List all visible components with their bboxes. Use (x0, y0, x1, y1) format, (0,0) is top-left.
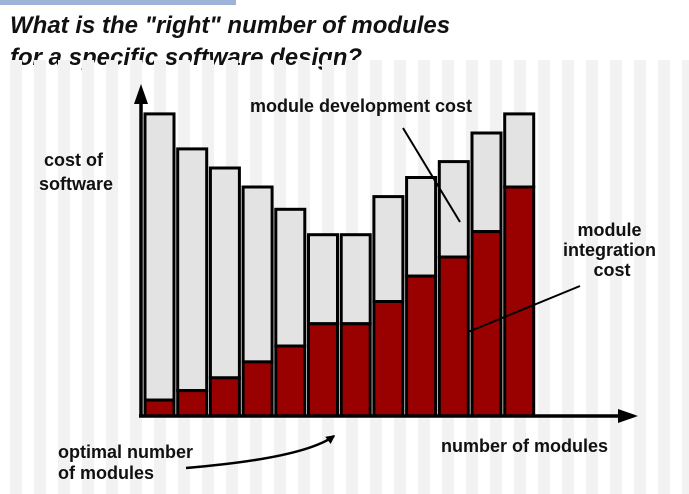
y-axis-label: cost of software (39, 150, 113, 194)
background-stripe (682, 60, 689, 494)
background-stripe (634, 60, 646, 494)
bar-integration-cost (176, 389, 209, 418)
bar-development-cost (405, 176, 438, 278)
optimal-modules-label-line-1: optimal number (58, 442, 193, 462)
development-cost-label: module development cost (250, 96, 472, 116)
bar-development-cost (470, 131, 503, 234)
bar-integration-cost (372, 300, 405, 418)
bar-development-cost (437, 160, 470, 259)
integration-cost-label-line-3: cost (593, 260, 630, 280)
background-stripe (106, 60, 118, 494)
bar-development-cost (143, 112, 176, 402)
bar-integration-cost (241, 360, 274, 418)
background-stripe (658, 60, 670, 494)
bar-development-cost (307, 233, 339, 326)
x-axis-arrowhead (618, 409, 638, 423)
bar-integration-cost (437, 255, 470, 418)
optimal-modules-arrow (185, 434, 336, 470)
bar-integration-cost (307, 322, 339, 418)
integration-cost-label-line-1: module (577, 220, 641, 240)
bar-development-cost (274, 207, 307, 348)
y-axis-label-line-1: cost of (44, 150, 104, 170)
bar-series-group (143, 112, 536, 418)
bar-integration-cost (503, 185, 536, 418)
background-stripe (586, 60, 598, 494)
integration-cost-pointer (467, 285, 581, 333)
bar-development-cost (372, 195, 405, 304)
integration-cost-label-line-2: integration (563, 240, 656, 260)
optimal-modules-label: optimal number of modules (58, 442, 198, 483)
development-cost-pointer (402, 127, 461, 223)
integration-cost-label: module integration cost (563, 220, 661, 280)
bar-development-cost (241, 185, 274, 364)
bar-development-cost (339, 233, 372, 326)
background-stripe (58, 60, 70, 494)
background-stripe (562, 60, 574, 494)
background-stripe (130, 60, 142, 494)
y-axis-label-line-2: software (39, 174, 113, 194)
bar-development-cost (176, 147, 209, 393)
bar-integration-cost (208, 376, 241, 418)
x-axis-label: number of modules (441, 436, 608, 456)
bar-integration-cost (274, 344, 307, 418)
bar-integration-cost (339, 322, 372, 418)
background-stripe (610, 60, 622, 494)
background-stripe (538, 60, 550, 494)
y-axis-arrowhead (134, 84, 148, 104)
background-stripe (10, 60, 22, 494)
bar-integration-cost (143, 398, 176, 418)
background-stripe (34, 60, 46, 494)
optimal-modules-label-line-2: of modules (58, 463, 154, 483)
bar-development-cost (503, 112, 536, 189)
title-line-1: What is the "right" number of modules (10, 12, 451, 39)
header-accent-strip (0, 0, 236, 5)
bar-development-cost (208, 166, 241, 380)
bar-integration-cost (405, 274, 438, 418)
background-stripe (82, 60, 94, 494)
